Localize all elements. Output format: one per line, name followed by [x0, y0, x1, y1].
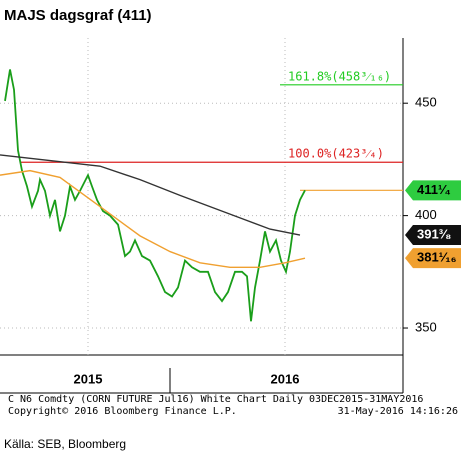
y-tick-label: 400 — [415, 207, 437, 222]
footer: Copyright© 2016 Bloomberg Finance L.P. — [8, 406, 237, 417]
x-tick-label: 2016 — [271, 371, 300, 386]
price-tag — [405, 248, 461, 269]
source: Källa: SEB, Bloomberg — [4, 437, 126, 451]
series-line — [0, 154, 301, 236]
price-tag-label: 381¹⁄₁₆ — [417, 250, 457, 265]
price-tag-label: 391³⁄₈ — [417, 226, 451, 241]
y-tick-label: 450 — [415, 95, 437, 110]
level-label: 161.8%(458³⁄₁₆) — [288, 69, 391, 83]
chart-title: MAJS dagsgraf (411) — [4, 7, 152, 24]
series-line — [0, 169, 306, 269]
price-tag — [405, 180, 461, 201]
price-tag — [405, 225, 461, 246]
footer: 31-May-2016 14:16:26 — [338, 406, 458, 417]
series-line — [4, 69, 306, 322]
footer: C N6 Comdty (CORN FUTURE Jul16) White Ch… — [8, 394, 423, 405]
y-tick-label: 350 — [415, 319, 437, 334]
price-tag-label: 411¹⁄₄ — [417, 182, 451, 197]
x-tick-label: 2015 — [74, 371, 103, 386]
level-label: 100.0%(423³⁄₄) — [288, 147, 384, 161]
